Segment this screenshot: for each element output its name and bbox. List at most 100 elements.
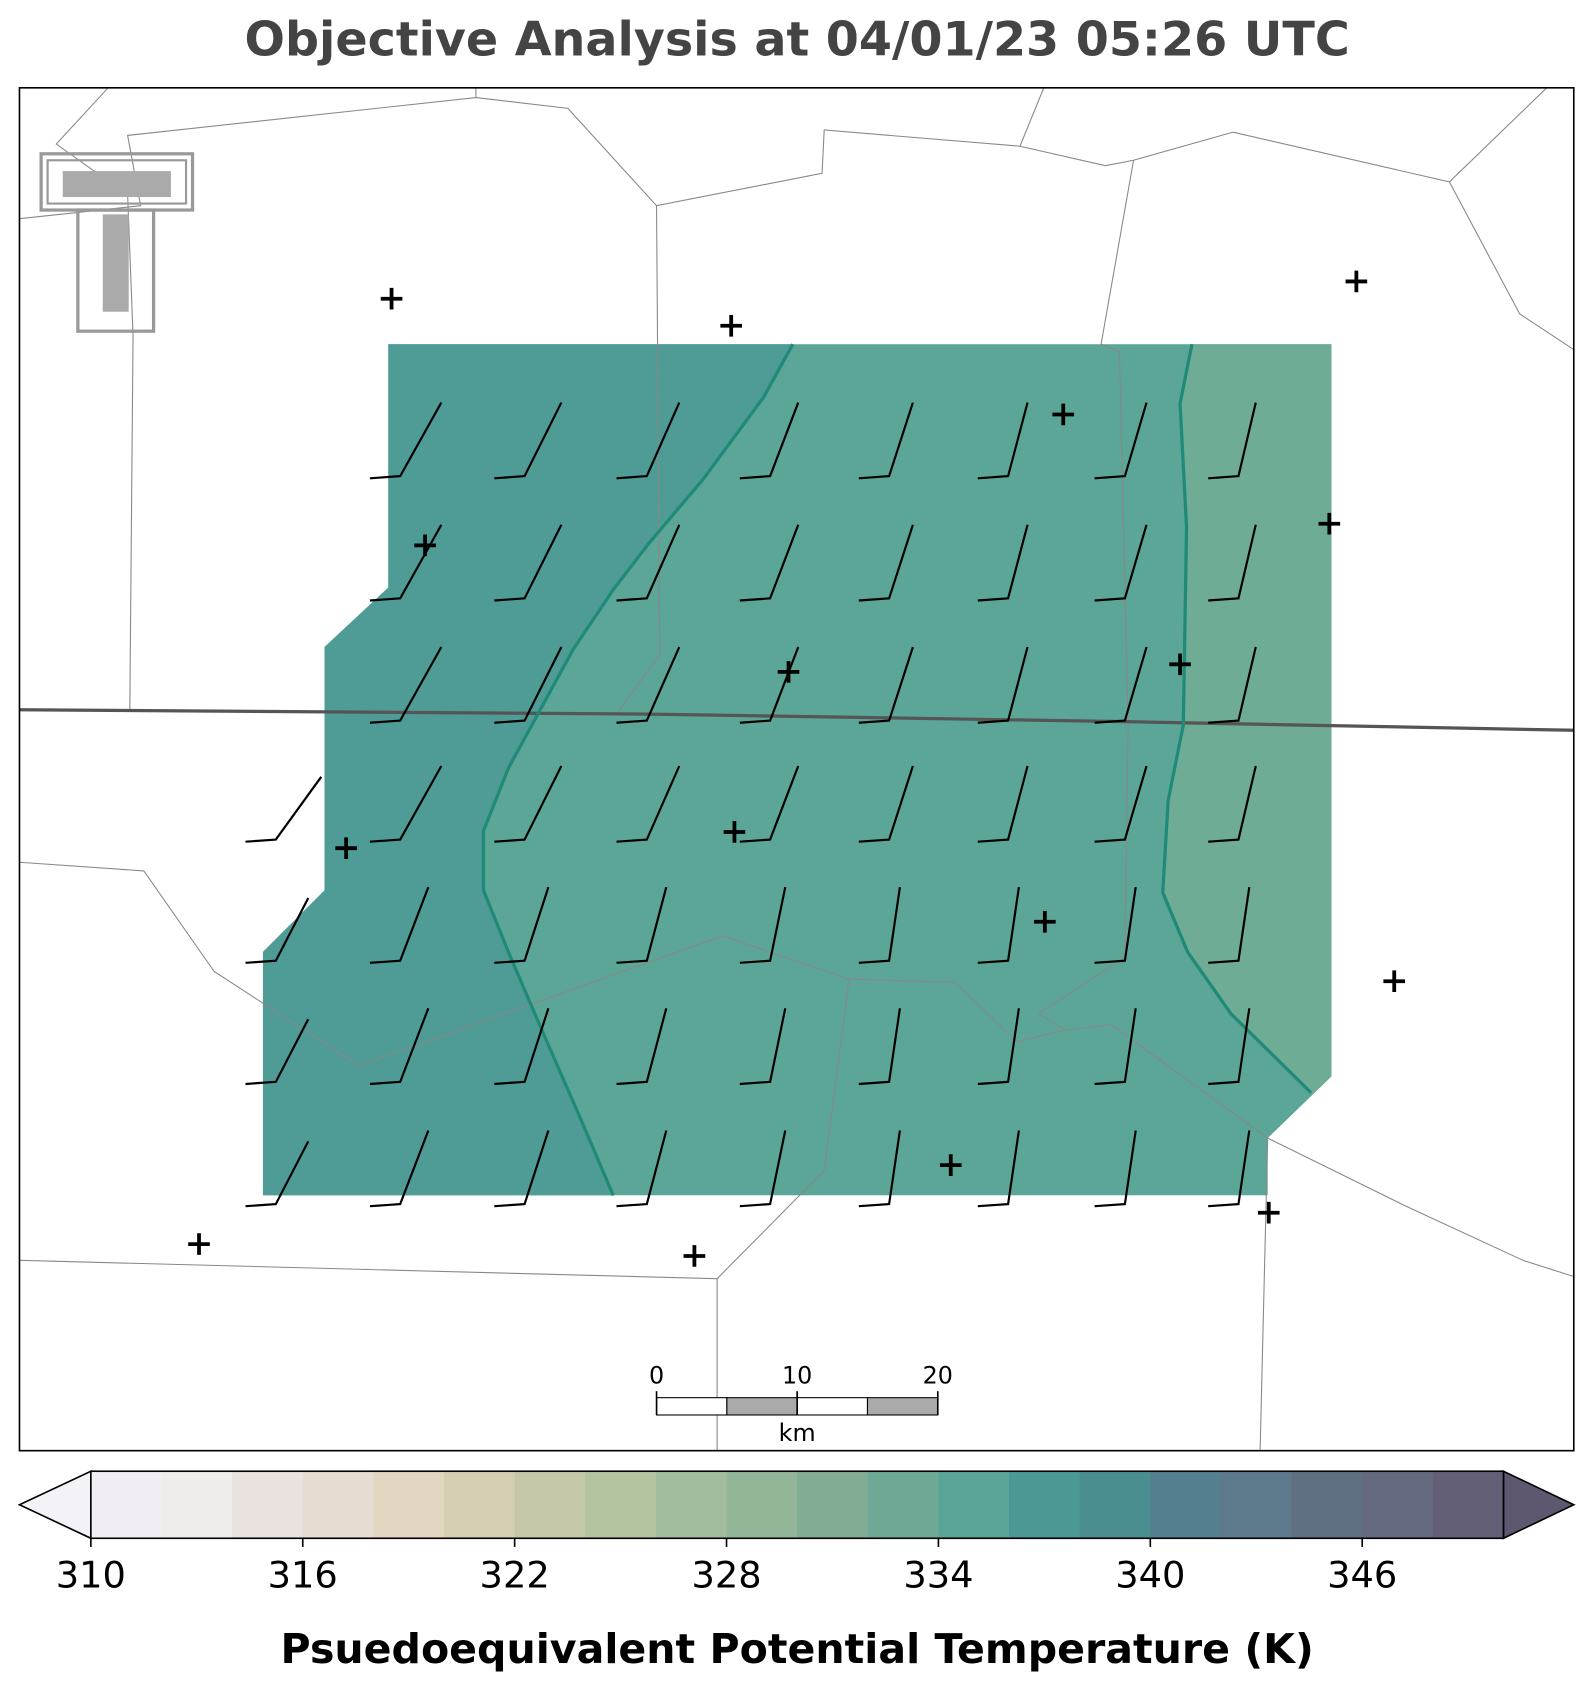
colorbar-segment bbox=[161, 1471, 233, 1539]
scale-segment bbox=[866, 1397, 939, 1416]
scale-segment bbox=[656, 1397, 728, 1416]
wind-barb bbox=[858, 765, 914, 843]
colorbar-label: Psuedoequivalent Potential Temperature (… bbox=[281, 1625, 1314, 1673]
wind-barb bbox=[369, 1130, 430, 1208]
wind-barb bbox=[739, 1130, 787, 1208]
station bbox=[414, 534, 436, 557]
colorbar-segment bbox=[1291, 1471, 1363, 1539]
colorbar-tick-label: 322 bbox=[480, 1554, 550, 1597]
wind-barb bbox=[977, 1130, 1020, 1208]
wind-barb bbox=[1094, 524, 1148, 602]
wind-barb bbox=[1208, 1130, 1251, 1208]
colorbar-tick-label: 346 bbox=[1327, 1554, 1397, 1597]
colorbar-segment bbox=[444, 1471, 516, 1539]
wind-barb bbox=[245, 776, 323, 843]
colorbar-segment bbox=[867, 1471, 939, 1539]
colorbar-segment bbox=[302, 1471, 374, 1539]
station bbox=[777, 661, 800, 683]
wind-barb bbox=[858, 402, 914, 480]
colorbar-tick-label: 340 bbox=[1115, 1554, 1185, 1597]
wind-barb bbox=[245, 1140, 310, 1208]
wind-barb bbox=[739, 1008, 787, 1086]
scale-bar: 0 10 20 km bbox=[649, 1362, 953, 1447]
station bbox=[1257, 1201, 1280, 1224]
colorbar-segment bbox=[90, 1471, 163, 1539]
wind-barb bbox=[1094, 1130, 1137, 1208]
scale-tick-label: 0 bbox=[649, 1362, 664, 1390]
stations bbox=[188, 270, 1406, 1267]
wind-barb bbox=[616, 765, 681, 843]
colorbar-outline bbox=[90, 1470, 1505, 1540]
wind-barb bbox=[616, 646, 681, 724]
colorbar-segment bbox=[1432, 1471, 1505, 1539]
wind-barb bbox=[739, 765, 800, 843]
wind-barb bbox=[858, 886, 901, 964]
wind-barb bbox=[369, 402, 443, 480]
colorbar-segment bbox=[655, 1471, 728, 1539]
wind-barb bbox=[977, 646, 1029, 724]
wind-barb bbox=[494, 886, 550, 964]
colorbar-segment bbox=[373, 1471, 445, 1539]
wind-barb bbox=[245, 1018, 310, 1086]
wind-barb bbox=[977, 524, 1029, 602]
analysis-field bbox=[262, 344, 1332, 1196]
wind-barb bbox=[369, 524, 443, 602]
wind-barbs bbox=[245, 402, 1257, 1208]
scale-tick-label: 20 bbox=[923, 1362, 953, 1390]
logo bbox=[39, 152, 195, 333]
wind-barb bbox=[369, 886, 430, 964]
wind-barb bbox=[1208, 765, 1257, 843]
wind-barb bbox=[1208, 646, 1257, 724]
colorbar-tick-label: 310 bbox=[56, 1554, 126, 1597]
station bbox=[1169, 653, 1191, 676]
wind-barb bbox=[1208, 1008, 1251, 1086]
wind-barb bbox=[616, 886, 668, 964]
scale-unit: km bbox=[779, 1419, 816, 1447]
station bbox=[1052, 403, 1075, 426]
wind-barb bbox=[494, 402, 563, 480]
colorbar-segment bbox=[1009, 1471, 1081, 1539]
wind-barb bbox=[739, 402, 800, 480]
colorbar-segment bbox=[585, 1471, 657, 1539]
wind-barb bbox=[1094, 1008, 1137, 1086]
wind-barb bbox=[616, 402, 681, 480]
wind-barb bbox=[369, 765, 443, 843]
colorbar-over bbox=[1502, 1469, 1576, 1540]
scale-tick-label: 10 bbox=[782, 1362, 812, 1390]
wind-barb bbox=[1094, 646, 1148, 724]
wind-barb bbox=[1094, 886, 1137, 964]
wind-barb bbox=[1208, 886, 1251, 964]
station bbox=[683, 1245, 706, 1267]
wind-barb bbox=[369, 1007, 430, 1086]
station bbox=[1383, 970, 1406, 993]
station bbox=[723, 821, 746, 843]
wind-barb bbox=[1094, 402, 1148, 480]
colorbar-tick-label: 316 bbox=[268, 1554, 338, 1597]
wind-barb bbox=[739, 886, 787, 964]
station bbox=[720, 314, 743, 337]
station bbox=[1318, 512, 1341, 535]
wind-barb bbox=[977, 402, 1029, 480]
wind-barb bbox=[494, 646, 563, 724]
colorbar-under bbox=[17, 1469, 92, 1540]
colorbar-segment bbox=[726, 1471, 798, 1539]
station bbox=[380, 287, 403, 310]
wind-barb bbox=[494, 765, 563, 843]
wind-barb bbox=[616, 524, 681, 602]
wind-barb bbox=[616, 1130, 668, 1208]
wind-barb bbox=[494, 1130, 550, 1208]
colorbar-segment bbox=[1362, 1471, 1434, 1539]
wind-barb bbox=[1208, 402, 1257, 480]
wind-barb bbox=[858, 1008, 901, 1086]
wind-barb bbox=[494, 1007, 550, 1086]
map-frame bbox=[18, 87, 1575, 1452]
wind-barb bbox=[977, 1008, 1020, 1086]
colorbar-segment bbox=[797, 1471, 869, 1539]
station bbox=[939, 1154, 962, 1176]
colorbar-tick-label: 328 bbox=[691, 1554, 761, 1597]
scale-segment bbox=[726, 1397, 798, 1416]
station bbox=[188, 1233, 210, 1255]
county-lines bbox=[19, 87, 1574, 1451]
scale-segment bbox=[796, 1397, 869, 1416]
